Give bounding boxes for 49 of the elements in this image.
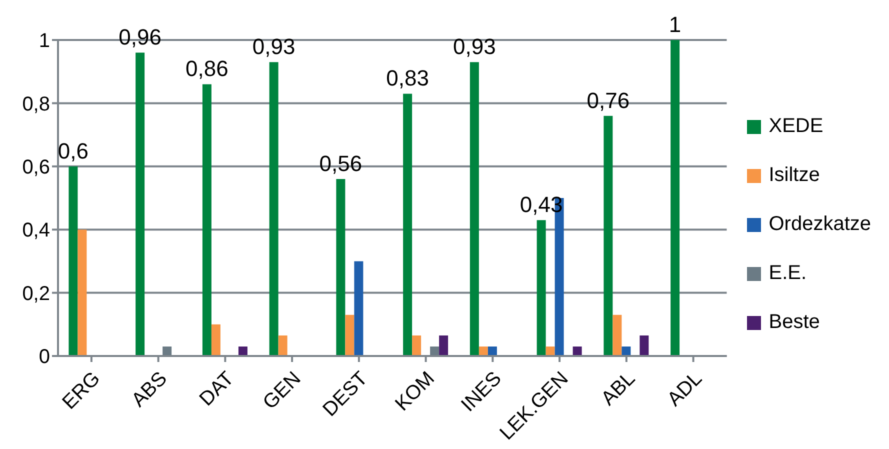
x-tick-label: ABL xyxy=(597,368,640,410)
data-label: 0,96 xyxy=(118,24,162,50)
bar xyxy=(470,62,479,356)
data-label: 0,86 xyxy=(186,56,228,82)
legend-label: XEDE xyxy=(768,115,824,138)
bar xyxy=(412,335,422,356)
data-label: 0,76 xyxy=(586,88,630,113)
legend-label: Isiltze xyxy=(768,164,820,187)
bar xyxy=(439,335,448,356)
data-label: 1 xyxy=(668,12,682,37)
y-tick-label: 0,8 xyxy=(22,93,50,116)
bar xyxy=(640,335,649,356)
bar xyxy=(336,179,346,356)
y-tick-label: 0,2 xyxy=(22,282,50,305)
y-tick-label: 0 xyxy=(38,346,50,368)
legend-label: E.E. xyxy=(768,262,807,285)
legend-label: Beste xyxy=(768,311,820,334)
data-label: 0,93 xyxy=(453,34,496,60)
data-label: 0,56 xyxy=(319,151,362,176)
bar xyxy=(670,40,680,356)
bar xyxy=(488,346,497,356)
bar xyxy=(238,346,248,356)
bar xyxy=(202,84,212,356)
legend-label: Ordezkatze xyxy=(768,213,871,236)
y-tick-label: 0,4 xyxy=(22,220,50,242)
y-tick-label: 1 xyxy=(38,30,50,52)
data-label: 0,93 xyxy=(252,34,296,60)
bar xyxy=(536,220,546,356)
bar xyxy=(136,52,145,356)
x-tick-label: ADL xyxy=(663,368,706,411)
bar xyxy=(211,324,220,356)
bar xyxy=(68,166,78,356)
data-label: 0,83 xyxy=(386,66,429,91)
bar xyxy=(622,346,631,356)
bar xyxy=(278,335,288,356)
data-label: 0,6 xyxy=(58,138,88,164)
bar xyxy=(162,346,172,356)
bar xyxy=(430,346,440,356)
bar xyxy=(604,116,613,356)
bar xyxy=(478,346,488,356)
bar xyxy=(78,230,87,356)
bar xyxy=(572,346,582,356)
bar xyxy=(546,346,555,356)
bar xyxy=(612,314,622,356)
y-tick-label: 0,6 xyxy=(22,156,50,178)
bar xyxy=(403,94,412,356)
bar xyxy=(345,314,354,356)
bar xyxy=(354,261,364,356)
bar xyxy=(269,62,278,356)
